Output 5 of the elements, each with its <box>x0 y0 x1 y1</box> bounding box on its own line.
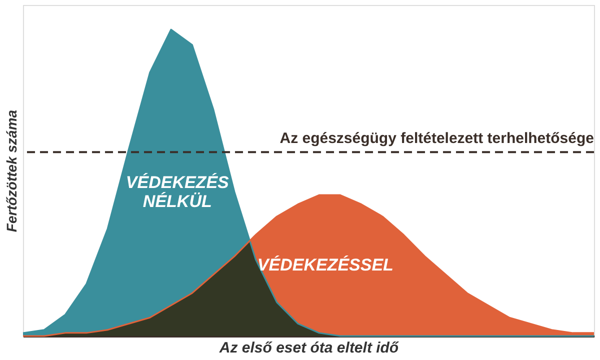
x-axis-title: Az első eset óta eltelt idő <box>218 340 400 356</box>
y-axis-title: Fertőzöttek száma <box>4 110 20 232</box>
series-label: VÉDEKEZÉSSEL <box>257 254 394 275</box>
ref-line-label: Az egészségügy feltételezett terhelhetősége <box>280 130 594 148</box>
series-label: VÉDEKEZÉS NÉLKÜL <box>126 172 230 211</box>
